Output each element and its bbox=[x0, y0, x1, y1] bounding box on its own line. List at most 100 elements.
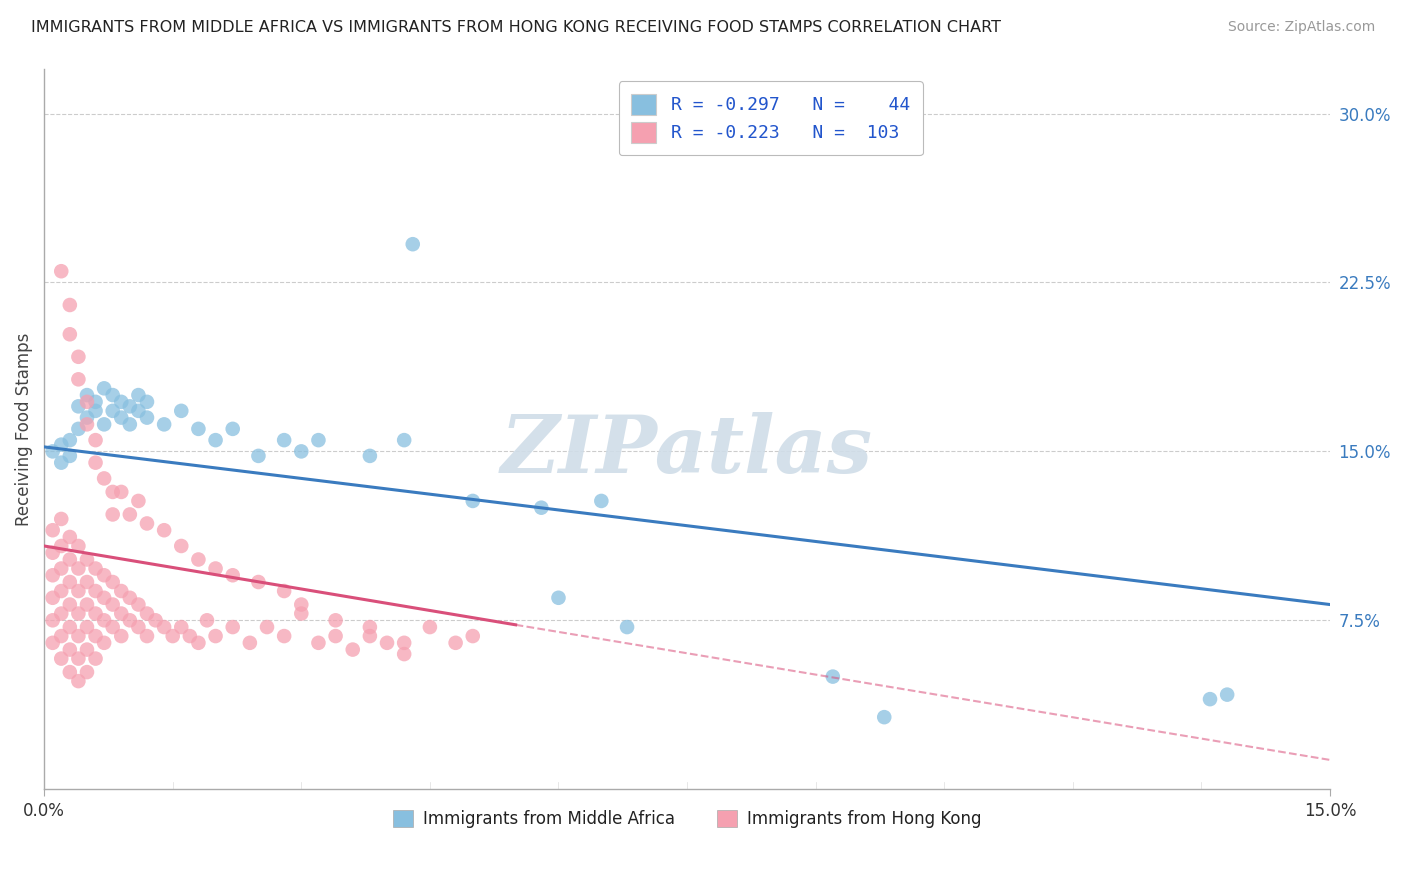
Point bbox=[461, 629, 484, 643]
Point bbox=[76, 394, 98, 409]
Point bbox=[187, 636, 209, 650]
Point bbox=[93, 471, 115, 485]
Point bbox=[342, 642, 364, 657]
Point bbox=[59, 449, 82, 463]
Point bbox=[118, 400, 141, 414]
Point bbox=[419, 620, 441, 634]
Point bbox=[51, 264, 73, 278]
Point bbox=[67, 607, 90, 621]
Point bbox=[170, 539, 193, 553]
Point bbox=[51, 651, 73, 665]
Point bbox=[93, 381, 115, 395]
Point bbox=[127, 404, 149, 418]
Point bbox=[110, 394, 132, 409]
Point bbox=[127, 598, 149, 612]
Point bbox=[67, 674, 90, 689]
Point bbox=[76, 642, 98, 657]
Point bbox=[290, 598, 312, 612]
Point bbox=[290, 607, 312, 621]
Point bbox=[76, 598, 98, 612]
Point bbox=[359, 449, 381, 463]
Point bbox=[325, 613, 347, 627]
Point bbox=[76, 665, 98, 679]
Point bbox=[359, 629, 381, 643]
Point bbox=[59, 574, 82, 589]
Point bbox=[204, 561, 226, 575]
Point bbox=[170, 404, 193, 418]
Point bbox=[59, 598, 82, 612]
Point bbox=[59, 327, 82, 342]
Point bbox=[402, 237, 425, 252]
Point bbox=[222, 620, 245, 634]
Point bbox=[873, 710, 896, 724]
Point bbox=[67, 561, 90, 575]
Point bbox=[41, 568, 63, 582]
Point bbox=[41, 523, 63, 537]
Point bbox=[273, 584, 295, 599]
Point bbox=[76, 552, 98, 566]
Point bbox=[110, 410, 132, 425]
Point bbox=[187, 422, 209, 436]
Point bbox=[273, 433, 295, 447]
Point bbox=[84, 456, 107, 470]
Point bbox=[118, 417, 141, 432]
Point bbox=[170, 620, 193, 634]
Point bbox=[84, 607, 107, 621]
Point bbox=[84, 433, 107, 447]
Point bbox=[76, 410, 98, 425]
Legend: Immigrants from Middle Africa, Immigrants from Hong Kong: Immigrants from Middle Africa, Immigrant… bbox=[387, 804, 988, 835]
Point bbox=[51, 607, 73, 621]
Point bbox=[127, 620, 149, 634]
Point bbox=[67, 372, 90, 386]
Point bbox=[547, 591, 569, 605]
Point bbox=[41, 636, 63, 650]
Point bbox=[118, 591, 141, 605]
Point bbox=[67, 629, 90, 643]
Point bbox=[59, 552, 82, 566]
Point bbox=[153, 523, 176, 537]
Point bbox=[101, 620, 124, 634]
Point bbox=[222, 422, 245, 436]
Point bbox=[256, 620, 278, 634]
Text: IMMIGRANTS FROM MIDDLE AFRICA VS IMMIGRANTS FROM HONG KONG RECEIVING FOOD STAMPS: IMMIGRANTS FROM MIDDLE AFRICA VS IMMIGRA… bbox=[31, 20, 1001, 35]
Text: ZIPatlas: ZIPatlas bbox=[501, 412, 873, 489]
Point bbox=[273, 629, 295, 643]
Point bbox=[59, 298, 82, 312]
Point bbox=[67, 350, 90, 364]
Point bbox=[84, 394, 107, 409]
Point bbox=[41, 613, 63, 627]
Point bbox=[307, 636, 329, 650]
Point bbox=[67, 539, 90, 553]
Point bbox=[392, 647, 415, 661]
Point bbox=[392, 636, 415, 650]
Point bbox=[51, 539, 73, 553]
Point bbox=[136, 410, 159, 425]
Text: Source: ZipAtlas.com: Source: ZipAtlas.com bbox=[1227, 20, 1375, 34]
Point bbox=[59, 530, 82, 544]
Point bbox=[136, 607, 159, 621]
Point bbox=[136, 516, 159, 531]
Point bbox=[51, 512, 73, 526]
Point bbox=[51, 561, 73, 575]
Point bbox=[461, 494, 484, 508]
Point bbox=[101, 508, 124, 522]
Point bbox=[76, 388, 98, 402]
Point bbox=[76, 620, 98, 634]
Point bbox=[76, 417, 98, 432]
Point bbox=[195, 613, 218, 627]
Point bbox=[93, 636, 115, 650]
Point bbox=[93, 417, 115, 432]
Point bbox=[222, 568, 245, 582]
Point bbox=[41, 591, 63, 605]
Point bbox=[67, 651, 90, 665]
Point bbox=[84, 561, 107, 575]
Point bbox=[375, 636, 398, 650]
Point bbox=[110, 607, 132, 621]
Point bbox=[41, 444, 63, 458]
Point bbox=[136, 629, 159, 643]
Point bbox=[84, 629, 107, 643]
Point bbox=[84, 584, 107, 599]
Point bbox=[59, 665, 82, 679]
Point bbox=[145, 613, 167, 627]
Point bbox=[93, 613, 115, 627]
